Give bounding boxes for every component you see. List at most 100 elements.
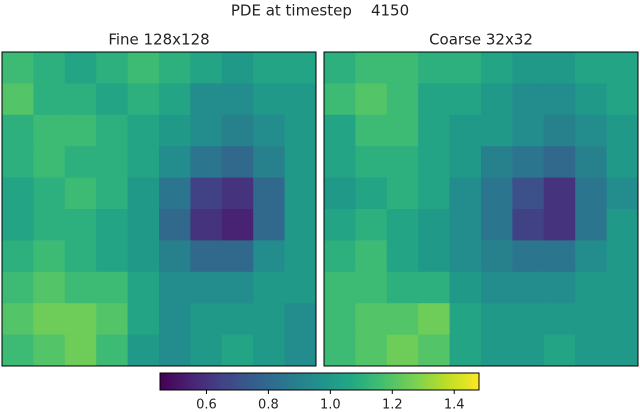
heatmap-cell [64, 271, 97, 304]
heatmap-cell [33, 177, 66, 210]
panel-frame [323, 51, 639, 367]
heatmap-cell [481, 240, 513, 273]
heatmap-cell [324, 334, 356, 367]
heatmap-cell [159, 114, 191, 147]
heatmap-cell [575, 83, 608, 116]
heatmap-cell [481, 303, 513, 336]
heatmap-cell [481, 52, 513, 84]
heatmap-cell [33, 209, 66, 241]
heatmap-cell [64, 114, 97, 147]
heatmap-cell [127, 209, 160, 241]
heatmap-cell [355, 114, 388, 147]
heatmap-cell [96, 209, 129, 241]
heatmap-cell [190, 177, 223, 210]
heatmap-cell [355, 271, 388, 304]
heatmap-cell [418, 177, 451, 210]
heatmap-cell [449, 303, 482, 336]
heatmap-cell [253, 114, 286, 147]
heatmap-cell [190, 334, 223, 367]
heatmap-cell [221, 334, 254, 367]
heatmap-cell [512, 334, 545, 367]
heatmap-cell [575, 303, 608, 336]
panel-title: Coarse 32x32 [429, 31, 533, 49]
heatmap-cell [543, 334, 576, 367]
heatmap-cell [2, 334, 34, 367]
heatmap-cell [355, 52, 388, 84]
heatmap-cell [606, 303, 639, 336]
heatmap-cell [190, 114, 223, 147]
heatmap-cell [127, 177, 160, 210]
heatmap-cell [606, 146, 639, 179]
heatmap-cell [159, 334, 191, 367]
heatmap-cell [575, 271, 608, 304]
heatmap-cell [606, 240, 639, 273]
heatmap-cell [449, 146, 482, 179]
heatmap-cell [221, 52, 254, 84]
heatmap-cell [253, 240, 286, 273]
heatmap-cell [284, 114, 317, 147]
heatmap-cell [127, 303, 160, 336]
heatmap-cell [543, 83, 576, 116]
heatmap-cell [324, 240, 356, 273]
heatmap-cell [159, 240, 191, 273]
heatmap-cell [355, 240, 388, 273]
heatmap-cell [221, 271, 254, 304]
heatmap-cell [324, 114, 356, 147]
heatmap-cell [324, 83, 356, 116]
heatmap-cell [190, 209, 223, 241]
heatmap-cell [96, 146, 129, 179]
heatmap-cell [33, 303, 66, 336]
colorbar [159, 372, 480, 391]
heatmap-cell [127, 271, 160, 304]
heatmap-cell [606, 114, 639, 147]
heatmap-cell [253, 177, 286, 210]
heatmap-cell [33, 271, 66, 304]
heatmap-cell [606, 52, 639, 84]
heatmap-cell [606, 83, 639, 116]
heatmap-cell [543, 52, 576, 84]
heatmap-cell [127, 52, 160, 84]
heatmap-cell [159, 83, 191, 116]
heatmap-cell [512, 52, 545, 84]
heatmap-cell [355, 209, 388, 241]
heatmap-cell [355, 177, 388, 210]
heatmap-cell [2, 146, 34, 179]
heatmap-cell [221, 146, 254, 179]
heatmap-cell [512, 83, 545, 116]
heatmap-cell [481, 114, 513, 147]
colorbar-tick-label: 1.2 [382, 398, 403, 412]
heatmap-cell [159, 209, 191, 241]
heatmap-cell [386, 114, 419, 147]
heatmap-cell [481, 209, 513, 241]
heatmap-cell [64, 83, 97, 116]
heatmap-cell [575, 114, 608, 147]
heatmap-cell [449, 271, 482, 304]
heatmap-cell [284, 303, 317, 336]
heatmap-cell [284, 177, 317, 210]
heatmap-cell [253, 303, 286, 336]
heatmap-cell [2, 303, 34, 336]
heatmap-cell [355, 334, 388, 367]
heatmap-cell [606, 177, 639, 210]
heatmap-cell [2, 114, 34, 147]
heatmap-cell [543, 271, 576, 304]
heatmap-cell [64, 303, 97, 336]
heatmap-cell [253, 334, 286, 367]
heatmap-cell [284, 240, 317, 273]
heatmap-cell [33, 240, 66, 273]
heatmap-cell [96, 52, 129, 84]
heatmap-cell [159, 177, 191, 210]
heatmap-cell [512, 146, 545, 179]
heatmap-cell [481, 146, 513, 179]
colorbar-tick-label: 1.4 [444, 398, 465, 412]
heatmap-cell [221, 303, 254, 336]
heatmap-cell [481, 334, 513, 367]
heatmap-cell [64, 240, 97, 273]
heatmap-cell [253, 52, 286, 84]
heatmap-cell [481, 177, 513, 210]
heatmap-cell [64, 334, 97, 367]
heatmap-cell [190, 303, 223, 336]
heatmap-cell [127, 146, 160, 179]
heatmap-cell [284, 209, 317, 241]
